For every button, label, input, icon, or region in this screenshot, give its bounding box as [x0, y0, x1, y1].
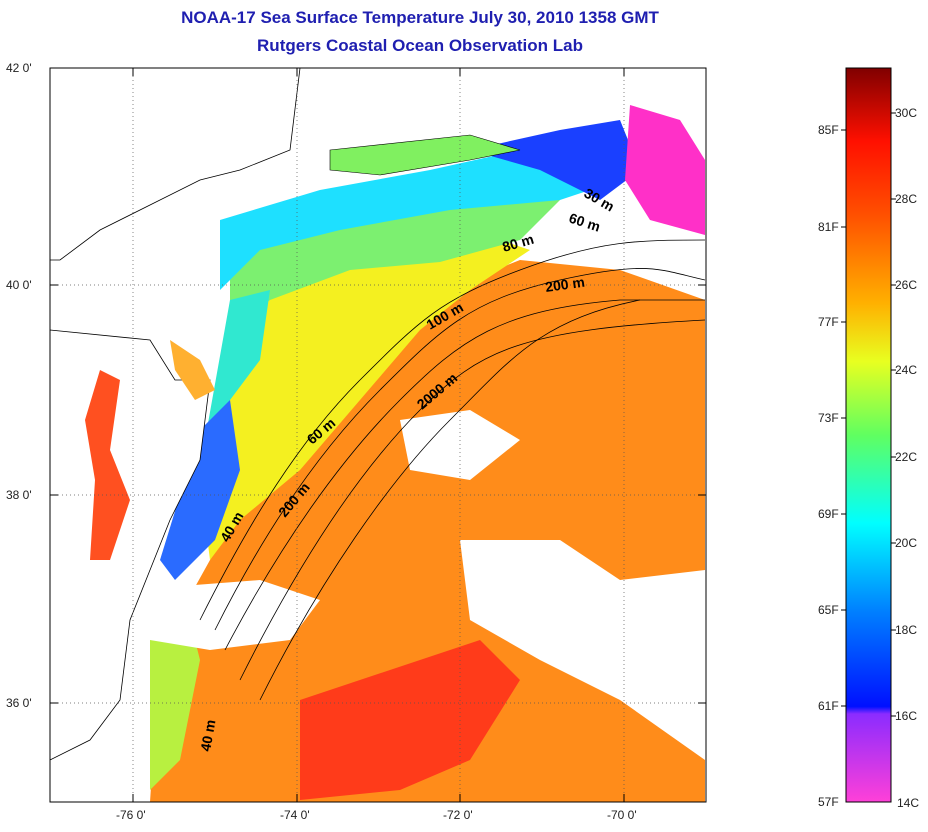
colorbar-f-label: 61F — [818, 699, 839, 713]
chesapeake-bay — [85, 370, 130, 560]
colorbar-f-label: 85F — [818, 123, 839, 137]
colorbar — [845, 67, 892, 803]
delaware-bay — [170, 340, 215, 400]
contour-label: 200 m — [544, 274, 586, 295]
colorbar-c-label: 22C — [895, 450, 918, 464]
colorbar-f-label: 69F — [818, 507, 839, 521]
lat-label: 38 0' — [6, 488, 32, 502]
map-subtitle: Rutgers Coastal Ocean Observation Lab — [257, 36, 583, 55]
colorbar-f-label: 65F — [818, 603, 839, 617]
colorbar-c-label: 14C — [897, 796, 920, 810]
map-border — [49, 67, 707, 803]
long-island — [329, 134, 521, 176]
colorbar-f-label: 77F — [818, 315, 839, 329]
contour-label: 40 m — [197, 718, 218, 752]
lon-label: -70 0' — [607, 808, 637, 822]
lon-label: -72 0' — [443, 808, 473, 822]
isobaths — [199, 239, 706, 701]
lon-label: -74 0' — [280, 808, 310, 822]
colorbar-c-label: 16C — [895, 709, 918, 723]
lat-label: 40 0' — [6, 278, 32, 292]
colorbar-c-label: 28C — [895, 192, 918, 206]
lat-label: 36 0' — [6, 696, 32, 710]
colorbar-f-label: 81F — [818, 220, 839, 234]
graticule — [50, 68, 706, 802]
colorbar-ticks — [841, 112, 896, 717]
colorbar-c-label: 26C — [895, 278, 918, 292]
lat-label: 42 0' — [6, 61, 32, 75]
colorbar-f-label: 57F — [818, 795, 839, 809]
map-title: NOAA-17 Sea Surface Temperature July 30,… — [181, 8, 659, 27]
axis-ticks — [50, 67, 706, 802]
lon-label: -76 0' — [116, 808, 146, 822]
colorbar-c-label: 24C — [895, 363, 918, 377]
colorbar-c-label: 20C — [895, 536, 918, 550]
sst-field — [130, 105, 705, 802]
colorbar-f-label: 73F — [818, 411, 839, 425]
colorbar-c-label: 18C — [895, 623, 918, 637]
colorbar-c-label: 30C — [895, 106, 918, 120]
